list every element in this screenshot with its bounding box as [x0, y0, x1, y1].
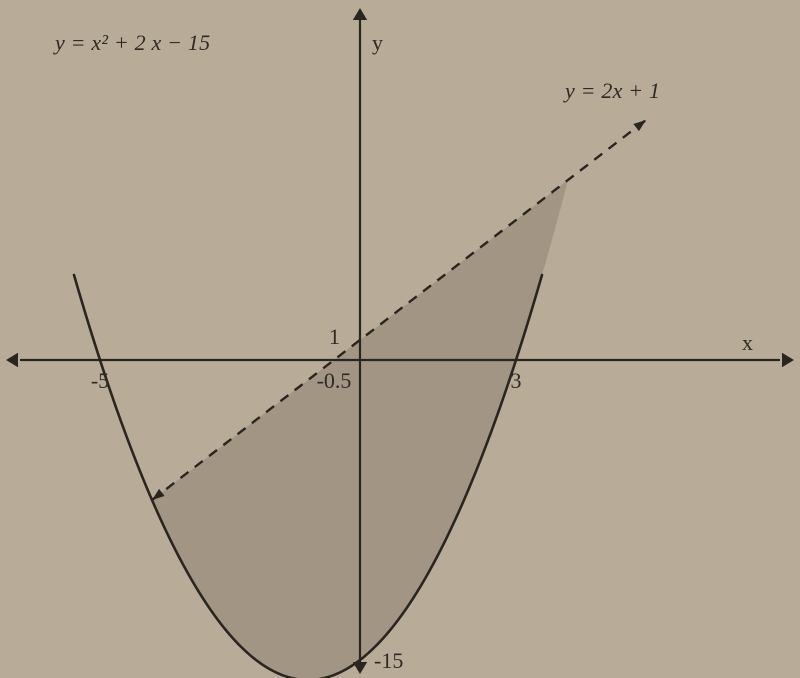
- x-axis-arrow-right: [782, 353, 794, 367]
- y-axis-label: y: [372, 30, 383, 56]
- x-tick-label: -0.5: [317, 368, 352, 393]
- x-axis-label: x: [742, 330, 753, 356]
- line-equation: y = 2x + 1: [565, 78, 660, 104]
- parabola-equation: y = x² + 2 x − 15: [55, 30, 210, 56]
- dashed-line-arrow-end: [633, 120, 646, 131]
- x-tick-label: -5: [91, 368, 109, 393]
- y-axis-arrow-up: [353, 8, 367, 20]
- x-axis-arrow-left: [6, 353, 18, 367]
- y-tick-label: -15: [374, 648, 403, 673]
- x-tick-label: 3: [511, 368, 522, 393]
- y-tick-label: 1: [329, 324, 340, 349]
